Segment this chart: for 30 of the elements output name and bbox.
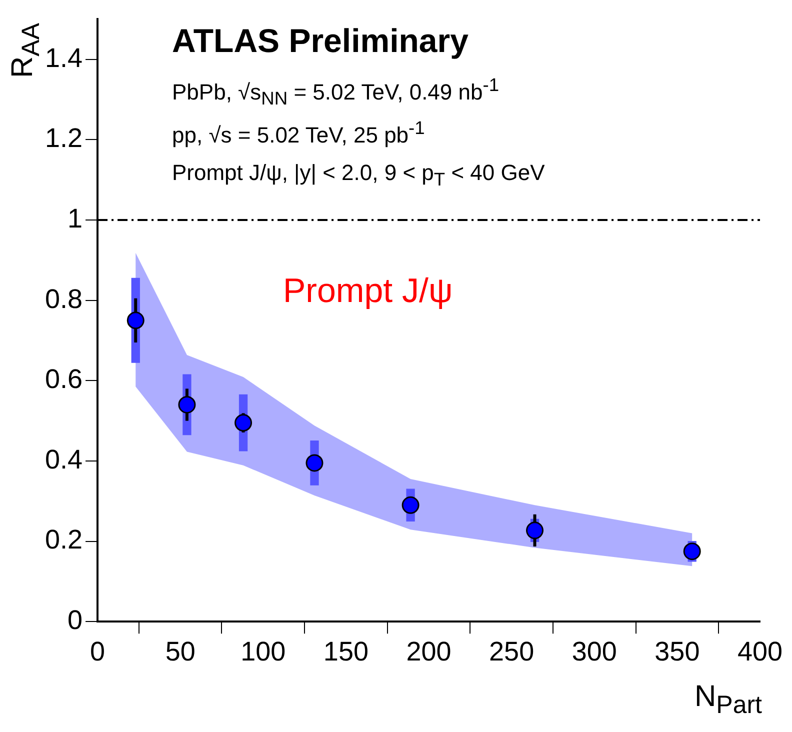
point [126, 312, 144, 330]
y-tick-label: 0.4 [44, 444, 83, 474]
x-tick-label: 400 [737, 636, 783, 666]
point [306, 454, 324, 472]
x-tick-label: 250 [489, 636, 534, 666]
annotation: pp, √s = 5.02 TeV, 25 pb$^{-1}$ [172, 117, 425, 148]
annotation: Prompt J/ψ, |y| < 2.0, 9 < p$_{T}$ < 40 GeV [172, 160, 545, 190]
point [526, 522, 544, 540]
x-tick-label: 150 [323, 636, 368, 666]
point [683, 542, 701, 560]
x-tick-label: 50 [165, 636, 196, 666]
y-tick-label: 1.4 [44, 42, 83, 73]
point [402, 496, 420, 514]
x-tick-label: 350 [654, 636, 700, 666]
annotation: ATLAS Preliminary [172, 22, 468, 60]
y-tick-label: 0.2 [44, 524, 83, 555]
y-tick-label: 1.2 [44, 123, 83, 154]
x-tick-label: 300 [572, 636, 617, 666]
annotation: Prompt J/ψ [283, 272, 453, 311]
annotation: PbPb, √s$_{NN}$ = 5.02 TeV, 0.49 nb$^{-1}$ [172, 74, 500, 110]
x-tick-label: 200 [406, 636, 452, 666]
point [234, 414, 252, 432]
point [178, 396, 196, 414]
y-tick-label: 0 [68, 605, 83, 636]
y-tick-label: 0.6 [44, 364, 83, 394]
y-tick-label: 0.8 [44, 284, 83, 314]
x-axis-title: N$_{Part}$ [694, 680, 762, 720]
x-tick-label: 0 [90, 636, 106, 666]
x-tick-label: 100 [240, 636, 286, 666]
y-tick-label: 1 [68, 203, 83, 234]
